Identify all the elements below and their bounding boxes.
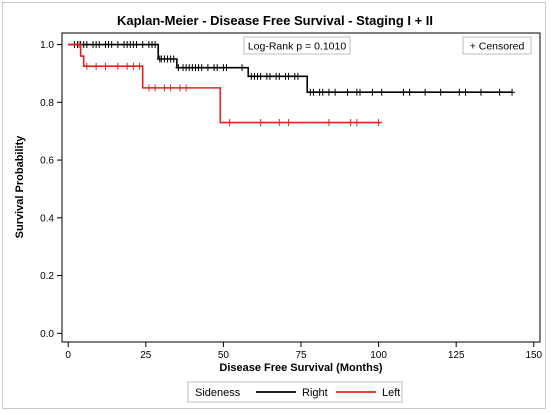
x-tick-label: 0: [65, 350, 71, 361]
censor-mark-right: [325, 88, 332, 96]
censor-mark-left: [285, 119, 292, 127]
censor-mark-right: [332, 88, 339, 96]
chart-frame: [2, 2, 546, 409]
censor-mark-right: [356, 88, 363, 96]
censor-mark-right: [198, 64, 205, 72]
censor-mark-right: [139, 41, 146, 49]
y-tick-label: 0.4: [40, 213, 54, 224]
censor-mark-right: [257, 72, 264, 80]
censor-mark-left: [161, 84, 168, 92]
censor-mark-right: [369, 88, 376, 96]
censor-mark-right: [509, 88, 516, 96]
censor-mark-right: [223, 64, 230, 72]
logrank-annotation: Log-Rank p = 0.1010: [248, 41, 347, 53]
y-axis-label: Survival Probability: [14, 135, 26, 239]
x-tick-label: 125: [448, 350, 465, 361]
censor-mark-right: [83, 41, 90, 49]
x-tick-label: 75: [295, 350, 307, 361]
censor-mark-right: [239, 64, 246, 72]
y-tick-label: 0.8: [40, 98, 54, 109]
y-tick-label: 0.0: [40, 329, 54, 340]
y-axis: 0.0 0.2 0.4 0.6 0.8 1.0: [40, 40, 62, 340]
plot-area: [61, 32, 541, 343]
censor-mark-right: [400, 88, 407, 96]
censor-mark-right: [437, 88, 444, 96]
censor-mark-right: [319, 88, 326, 96]
censor-mark-left: [114, 62, 121, 70]
censor-mark-right: [294, 72, 301, 80]
censor-mark-right: [462, 88, 469, 96]
censor-mark-left: [276, 119, 283, 127]
censor-mark-right: [170, 55, 177, 63]
censor-mark-left: [83, 62, 90, 70]
x-axis-label: Disease Free Survival (Months): [219, 362, 383, 374]
legend-label-left: Left: [382, 387, 400, 399]
censor-mark-right: [406, 88, 413, 96]
censor-mark-left: [347, 119, 354, 127]
x-axis: 0 25 50 75 100 125 150: [65, 342, 543, 361]
censor-mark-right: [276, 72, 283, 80]
censor-mark-left: [183, 84, 190, 92]
logrank-box: [243, 36, 351, 55]
censor-mark-right: [478, 88, 485, 96]
censor-mark-left: [353, 119, 360, 127]
censor-mark-right: [285, 72, 292, 80]
censor-mark-right: [422, 88, 429, 96]
censor-mark-left: [136, 62, 143, 70]
censor-mark-right: [344, 88, 351, 96]
censor-mark-left: [76, 41, 83, 49]
censor-mark-right: [108, 41, 115, 49]
censor-mark-right: [114, 41, 121, 49]
censor-mark-right: [310, 88, 317, 96]
y-tick-label: 0.6: [40, 156, 54, 167]
censor-mark-left: [226, 119, 233, 127]
censor-mark-left: [152, 84, 159, 92]
x-tick-label: 25: [140, 350, 152, 361]
censor-mark-right: [214, 64, 221, 72]
censor-mark-left: [257, 119, 264, 127]
series-line-left: [68, 43, 382, 124]
legend-items: Right Left: [256, 387, 400, 399]
censored-legend: + Censored: [470, 41, 525, 53]
censor-mark-left: [145, 84, 152, 92]
chart-title: Kaplan-Meier - Disease Free Survival - S…: [117, 13, 433, 28]
y-tick-label: 1.0: [40, 40, 54, 51]
censor-mark-right: [496, 88, 503, 96]
x-tick-label: 50: [218, 350, 230, 361]
censor-mark-right: [96, 41, 103, 49]
censor-mark-left: [325, 119, 332, 127]
x-tick-label: 150: [525, 350, 542, 361]
censor-mark-right: [456, 88, 463, 96]
censor-mark-left: [102, 62, 109, 70]
censor-mark-left: [176, 84, 183, 92]
censor-mark-left: [130, 62, 137, 70]
censored-legend-box: [462, 36, 532, 55]
legend-title: Sideness: [195, 387, 241, 399]
censor-mark-left: [124, 62, 131, 70]
censor-mark-right: [378, 88, 385, 96]
censor-mark-right: [152, 41, 159, 49]
censor-mark-left: [375, 119, 382, 127]
censor-mark-left: [93, 62, 100, 70]
y-tick-label: 0.2: [40, 271, 54, 282]
legend-label-right: Right: [302, 387, 328, 399]
series-layer: [68, 41, 516, 127]
censor-mark-right: [204, 64, 211, 72]
censor-mark-left: [167, 84, 174, 92]
censor-mark-right: [266, 72, 273, 80]
censor-mark-right: [133, 41, 140, 49]
x-tick-label: 100: [370, 350, 387, 361]
